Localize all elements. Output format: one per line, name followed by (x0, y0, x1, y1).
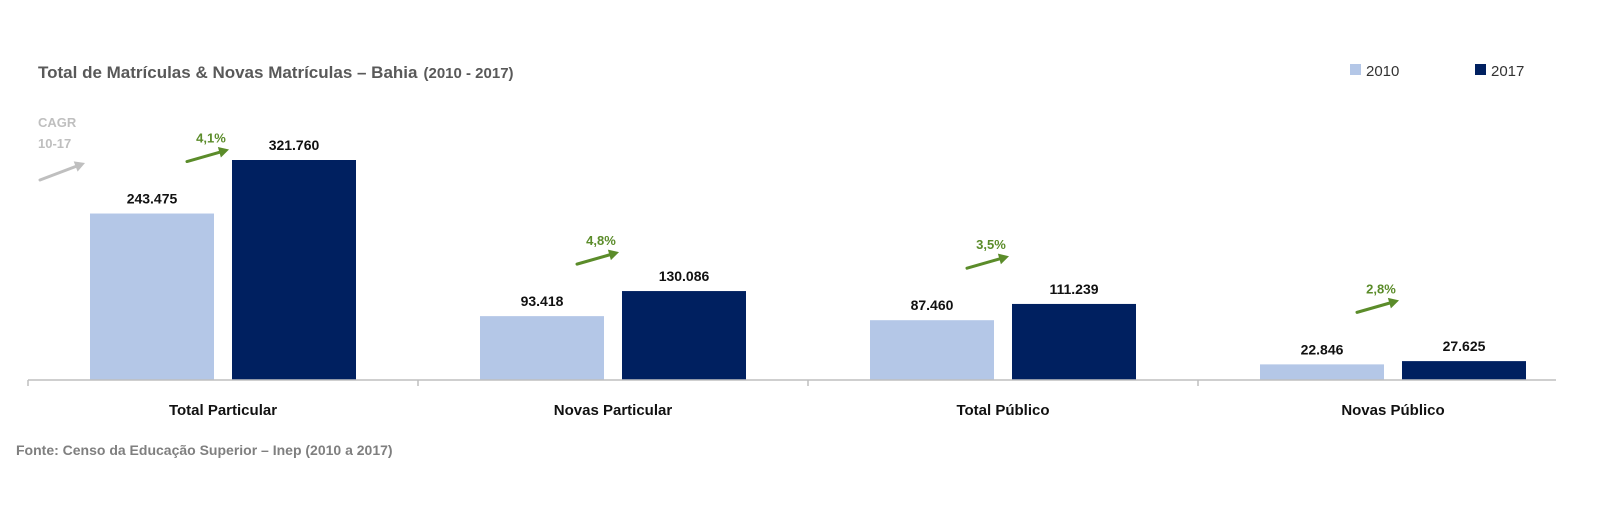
value-label-novas-publico-2010: 22.846 (1301, 341, 1344, 357)
value-label-total-particular-2010: 243.475 (127, 191, 178, 207)
value-label-novas-particular-2017: 130.086 (659, 268, 710, 284)
category-label-total-publico: Total Público (956, 402, 1049, 419)
cagr-annotation: CAGR 10-17 (38, 115, 85, 182)
chart-title-main: Total de Matrículas & Novas Matrículas –… (38, 63, 418, 82)
chart-title: Total de Matrículas & Novas Matrículas –… (38, 63, 514, 82)
bar-novas-publico-2017 (1402, 361, 1526, 380)
x-axis-labels: Total Particular Novas Particular Total Pú… (169, 402, 1445, 419)
legend-swatch-2010 (1350, 64, 1361, 75)
value-label-total-particular-2017: 321.760 (269, 137, 320, 153)
legend: 2010 2017 (1350, 63, 1524, 80)
cagr-period-label: 10-17 (38, 136, 71, 151)
bar-total-particular-2010 (90, 213, 214, 380)
value-label-total-publico-2017: 111.239 (1049, 281, 1098, 297)
bar-total-publico-2010 (870, 320, 994, 380)
source-note: Fonte: Censo da Educação Superior – Inep… (16, 442, 393, 458)
category-label-novas-publico: Novas Público (1341, 402, 1444, 419)
value-label-novas-publico-2017: 27.625 (1443, 338, 1486, 354)
growth-arrow-total-particular (185, 146, 229, 164)
legend-swatch-2017 (1475, 64, 1486, 75)
bars-layer (90, 160, 1526, 380)
cagr-arrow-icon (38, 161, 85, 182)
legend-label-2010: 2010 (1366, 63, 1399, 80)
category-label-total-particular: Total Particular (169, 402, 277, 419)
value-label-total-publico-2010: 87.460 (911, 297, 954, 313)
value-label-novas-particular-2010: 93.418 (521, 293, 564, 309)
growth-label-novas-publico: 2,8% (1366, 281, 1396, 296)
growth-label-novas-particular: 4,8% (586, 233, 616, 248)
chart-title-years: (2010 - 2017) (423, 65, 513, 82)
cagr-label: CAGR (38, 115, 77, 130)
labels-layer: 243.475 321.760 4,1% 93.418 130.086 4,8% 87.46… (127, 131, 1486, 358)
bar-total-particular-2017 (232, 160, 356, 380)
bar-novas-particular-2017 (622, 291, 746, 380)
bar-total-publico-2017 (1012, 303, 1136, 380)
legend-label-2017: 2017 (1491, 63, 1524, 80)
bar-novas-publico-2010 (1260, 364, 1384, 380)
bar-novas-particular-2010 (480, 316, 604, 380)
growth-arrow-novas-particular (575, 249, 619, 266)
x-axis: Total Particular Novas Particular Total Pú… (27, 379, 1556, 419)
growth-arrow-total-publico (965, 253, 1009, 270)
x-axis-ticks (27, 380, 1199, 386)
category-label-novas-particular: Novas Particular (554, 402, 673, 419)
growth-label-total-publico: 3,5% (976, 237, 1006, 252)
growth-label-total-particular: 4,1% (196, 131, 226, 146)
cagr-arrow-shape (38, 161, 85, 182)
growth-arrow-novas-publico (1355, 297, 1399, 314)
